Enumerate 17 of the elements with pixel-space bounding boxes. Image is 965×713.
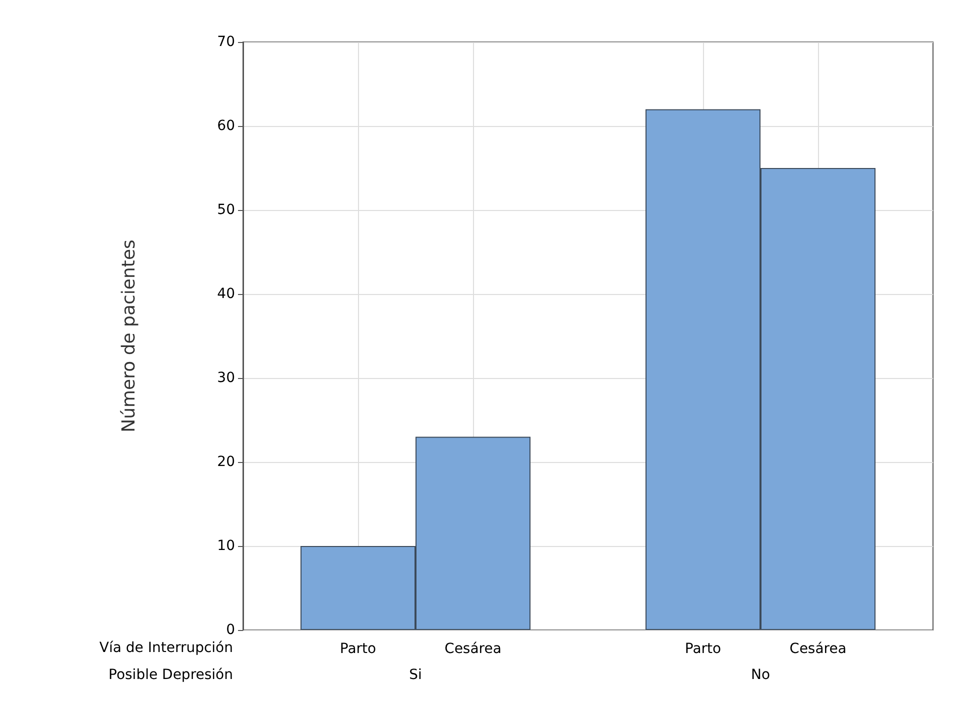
- text: Si: [409, 667, 422, 683]
- y-tick-label: 60: [217, 118, 235, 134]
- x-tick-label: Cesárea: [444, 641, 502, 657]
- y-tick-label: 40: [217, 286, 235, 302]
- y-tick-label: 70: [217, 34, 235, 50]
- y-tick-label: 30: [217, 370, 235, 386]
- x-tick-label: Parto: [684, 641, 722, 657]
- y-tick-label: 10: [217, 538, 235, 554]
- y-tick-label: 50: [217, 202, 235, 218]
- text: No: [750, 667, 770, 683]
- y-tick-label: 0: [226, 622, 235, 638]
- y-axis-title: Número de pacientes: [118, 240, 140, 432]
- x-tick-label: Parto: [340, 641, 376, 657]
- text: Posible Depresión: [108, 667, 233, 683]
- text: Vía de Interrupción: [99, 640, 233, 656]
- x-tick-label: Cesárea: [790, 641, 846, 657]
- y-tick-label: 20: [217, 454, 235, 470]
